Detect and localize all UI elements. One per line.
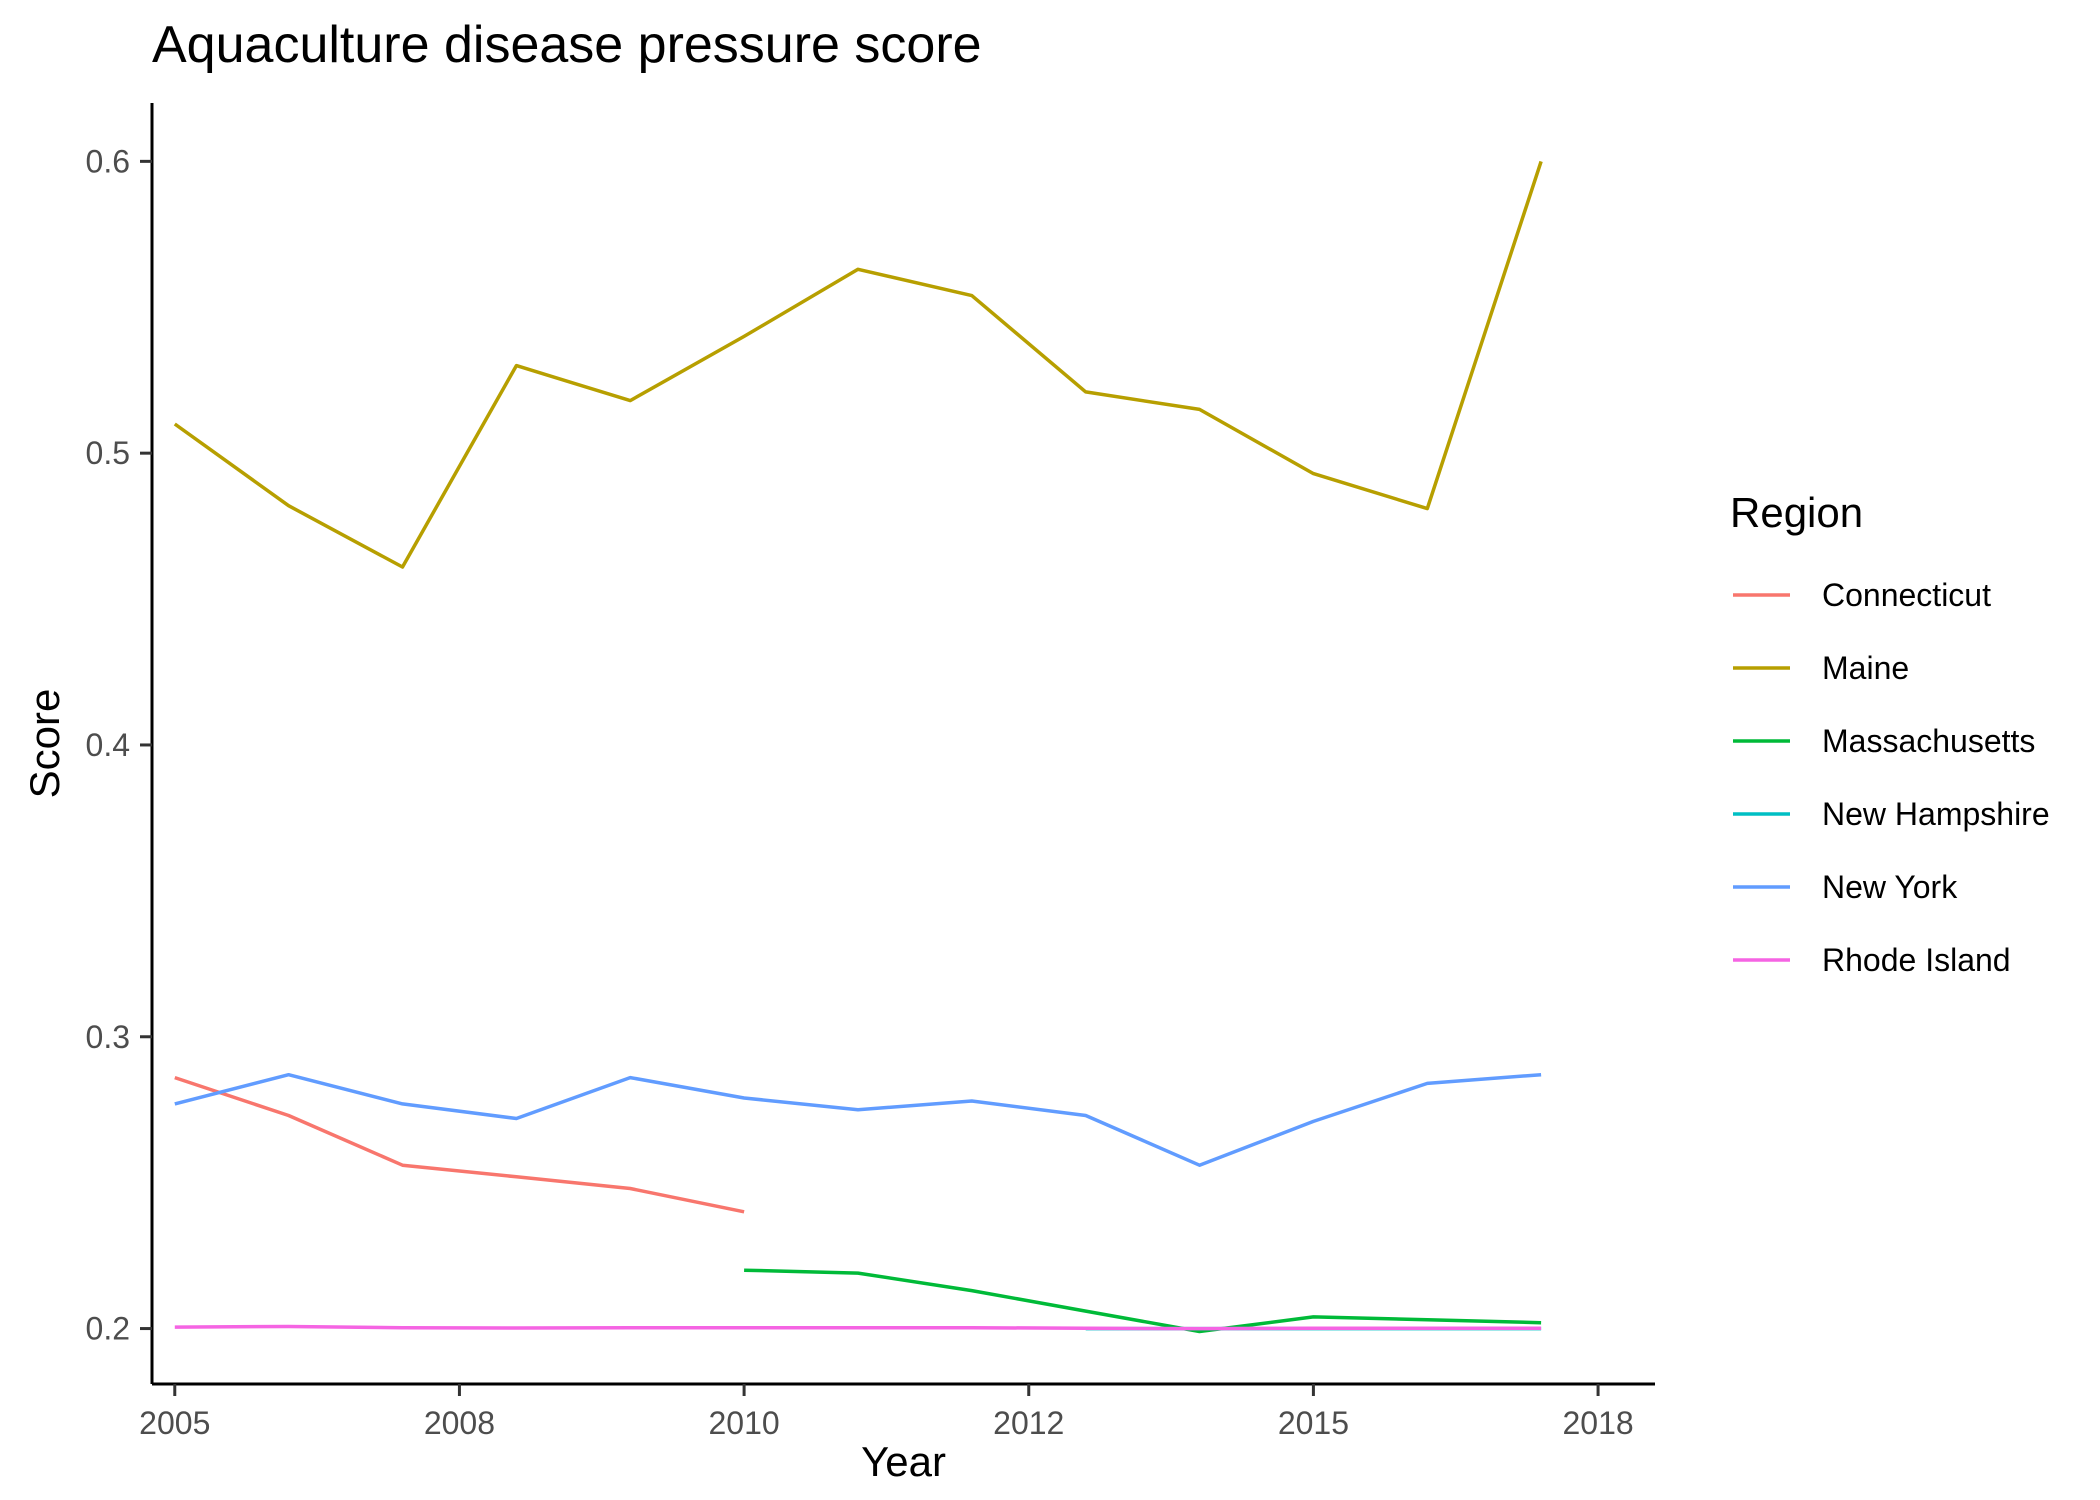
legend-item: Massachusetts: [1733, 723, 2035, 759]
series-line-maine: [173, 160, 1543, 569]
legend-label: Maine: [1822, 650, 1909, 686]
y-tick-label: 0.2: [86, 1311, 130, 1347]
y-tick-label: 0.3: [86, 1019, 130, 1055]
legend-label: Massachusetts: [1822, 723, 2035, 759]
x-axis-ticks: 2005 2008 2010 2012 2015 2018: [139, 1384, 1634, 1441]
legend-item: New Hampshire: [1733, 796, 2050, 832]
y-axis-title: Score: [21, 689, 68, 799]
y-tick-label: 0.6: [86, 143, 130, 179]
x-tick-label: 2005: [139, 1405, 210, 1441]
x-tick-label: 2010: [708, 1405, 779, 1441]
legend-label: Connecticut: [1822, 577, 1991, 613]
series-layer: [173, 160, 1543, 1334]
series-line-new-york: [174, 1072, 1542, 1167]
legend-label: New York: [1822, 869, 1958, 905]
y-tick-label: 0.4: [86, 727, 130, 763]
legend-items: Connecticut Maine Massachusetts New Hampshi…: [1733, 577, 2050, 978]
y-axis-ticks: 0.2 0.3 0.4 0.5 0.6: [86, 143, 152, 1347]
legend-label: Rhode Island: [1822, 942, 2011, 978]
series-line-rhode-island: [174, 1324, 1542, 1331]
x-tick-label: 2012: [993, 1405, 1064, 1441]
x-axis-title: Year: [861, 1438, 946, 1485]
legend-item: Connecticut: [1733, 577, 1991, 613]
chart-title: Aquaculture disease pressure score: [152, 16, 982, 74]
legend-item: Maine: [1733, 650, 1909, 686]
legend-item: New York: [1733, 869, 1958, 905]
y-tick-label: 0.5: [86, 435, 130, 471]
legend-label: New Hampshire: [1822, 796, 2050, 832]
x-tick-label: 2008: [424, 1405, 495, 1441]
legend-title: Region: [1730, 489, 1863, 536]
x-tick-label: 2018: [1562, 1405, 1633, 1441]
series-line-connecticut: [174, 1075, 745, 1214]
legend: Region Connecticut Maine Massachusetts New …: [1730, 489, 2050, 978]
series-line-massachusetts: [744, 1268, 1542, 1334]
legend-item: Rhode Island: [1733, 942, 2011, 978]
x-tick-label: 2015: [1278, 1405, 1349, 1441]
